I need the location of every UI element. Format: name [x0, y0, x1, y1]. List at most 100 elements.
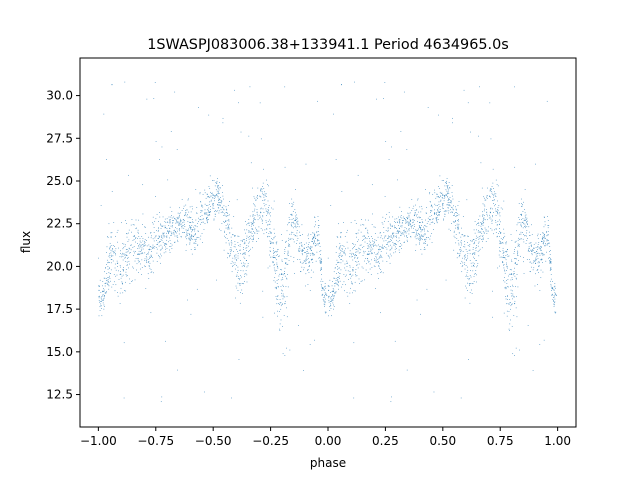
data-point	[418, 233, 419, 234]
data-point	[249, 237, 251, 239]
data-point	[347, 229, 348, 231]
data-point	[213, 180, 215, 181]
data-point	[222, 198, 224, 200]
data-point	[333, 308, 334, 310]
data-point	[410, 236, 412, 238]
data-point	[349, 253, 351, 254]
data-point	[469, 244, 471, 245]
data-point	[233, 251, 234, 252]
data-point	[125, 244, 126, 246]
data-point	[270, 242, 272, 244]
data-point	[393, 235, 395, 237]
data-point	[527, 325, 529, 326]
data-point	[335, 264, 337, 265]
data-point	[125, 261, 127, 262]
data-point	[401, 222, 403, 224]
data-point	[511, 303, 513, 305]
data-point	[209, 187, 211, 189]
data-point	[367, 253, 369, 255]
data-point	[183, 219, 184, 220]
data-point	[279, 328, 280, 330]
data-point	[335, 282, 336, 284]
data-point	[499, 231, 500, 233]
data-point	[346, 266, 348, 267]
data-point	[418, 211, 419, 213]
data-point	[218, 210, 220, 212]
data-point	[232, 234, 234, 236]
data-point	[522, 227, 524, 229]
data-point	[417, 221, 418, 223]
data-point	[419, 242, 420, 244]
data-point	[228, 225, 229, 227]
data-point	[389, 241, 391, 242]
data-point	[307, 270, 308, 271]
data-point	[152, 247, 154, 248]
data-point	[550, 285, 552, 287]
data-point	[123, 243, 125, 245]
data-point	[105, 282, 107, 284]
data-point	[447, 207, 449, 209]
data-point	[400, 231, 402, 233]
data-point	[266, 179, 267, 181]
data-point	[246, 274, 248, 276]
data-point	[249, 250, 250, 252]
data-point	[472, 283, 474, 285]
data-point	[215, 182, 217, 184]
data-point	[499, 243, 501, 245]
data-point	[131, 244, 132, 246]
data-point	[451, 185, 453, 186]
data-point	[508, 275, 509, 277]
data-point	[390, 244, 391, 246]
data-point	[512, 353, 514, 355]
data-point	[243, 265, 245, 266]
data-point	[277, 256, 279, 257]
data-point	[458, 228, 459, 230]
data-point	[109, 255, 111, 256]
data-point	[210, 195, 212, 197]
data-point	[165, 243, 167, 245]
data-point	[365, 269, 367, 271]
data-point	[312, 239, 314, 240]
data-point	[504, 235, 506, 237]
data-point	[241, 276, 242, 278]
data-point	[104, 295, 105, 296]
data-point	[396, 235, 397, 237]
data-point	[337, 280, 338, 282]
data-point	[145, 233, 147, 234]
data-point	[476, 274, 477, 276]
data-point	[237, 257, 239, 259]
data-point	[342, 245, 344, 246]
data-point	[285, 286, 287, 288]
data-point	[421, 208, 423, 210]
data-point	[446, 182, 447, 184]
data-point	[375, 254, 377, 256]
data-point	[284, 271, 285, 272]
data-point	[467, 253, 469, 255]
data-point	[216, 185, 218, 187]
data-point	[502, 256, 504, 258]
data-point	[448, 202, 450, 203]
data-point	[462, 262, 464, 264]
data-point	[160, 239, 162, 240]
data-point	[395, 244, 397, 246]
data-point	[126, 249, 128, 250]
data-point	[438, 186, 439, 187]
data-point	[514, 247, 516, 248]
data-point	[550, 261, 552, 262]
data-point	[503, 280, 504, 282]
data-point	[484, 215, 486, 216]
data-point	[433, 229, 434, 230]
data-point	[537, 244, 539, 245]
data-point	[296, 217, 298, 219]
data-point	[349, 266, 351, 268]
data-point	[451, 200, 452, 202]
data-point	[150, 232, 152, 234]
data-point	[328, 289, 329, 291]
data-point	[110, 236, 112, 238]
data-point	[219, 187, 221, 189]
data-point	[245, 273, 247, 274]
data-point	[398, 231, 399, 233]
data-point	[457, 227, 458, 228]
data-point	[409, 220, 411, 221]
data-point	[460, 250, 462, 252]
